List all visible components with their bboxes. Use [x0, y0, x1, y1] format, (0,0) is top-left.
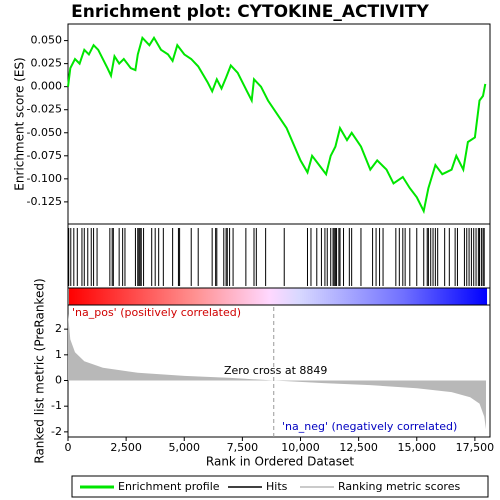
legend-label: Enrichment profile — [118, 480, 220, 493]
y-tick-label: -0.075 — [27, 149, 62, 162]
y-tick-label: 0.050 — [31, 34, 63, 47]
x-axis-label: Rank in Ordered Dataset — [206, 455, 354, 469]
y-tick-label: -1 — [51, 399, 62, 412]
y-tick-label: -2 — [51, 425, 62, 438]
neg-label: 'na_neg' (negatively correlated) — [282, 420, 457, 433]
x-tick-label: 2,500 — [110, 441, 142, 454]
y-tick-label: -0.050 — [27, 126, 62, 139]
y-axis-label: Ranked list metric (PreRanked) — [33, 278, 47, 463]
zero-label: Zero cross at 8849 — [224, 364, 327, 377]
enrichment-line — [67, 35, 487, 215]
color-bar — [69, 288, 488, 305]
y-tick-label: 0.000 — [31, 80, 63, 93]
legend — [71, 475, 489, 498]
pos-label: 'na_pos' (positively correlated) — [72, 306, 241, 319]
y-tick-label: 0 — [55, 374, 62, 387]
y-tick-label: 0.025 — [31, 57, 63, 70]
x-tick-label: 15,000 — [398, 441, 437, 454]
legend-label: Ranking metric scores — [338, 480, 460, 493]
chart-title: Enrichment plot: CYTOKINE_ACTIVITY — [71, 2, 429, 22]
x-tick-label: 12,500 — [339, 441, 378, 454]
legend-label: Hits — [266, 480, 288, 493]
y-axis-label: Enrichment score (ES) — [13, 57, 27, 190]
x-tick-label: 0 — [65, 441, 72, 454]
x-tick-label: 5,000 — [169, 441, 201, 454]
y-tick-label: 2 — [55, 322, 62, 335]
y-tick-label: -0.125 — [27, 195, 62, 208]
x-tick-label: 17,500 — [456, 441, 495, 454]
x-tick-label: 7,500 — [227, 441, 259, 454]
x-tick-label: 10,000 — [281, 441, 320, 454]
y-tick-label: -0.025 — [27, 103, 62, 116]
y-tick-label: 1 — [55, 348, 62, 361]
y-tick-label: -0.100 — [27, 172, 62, 185]
